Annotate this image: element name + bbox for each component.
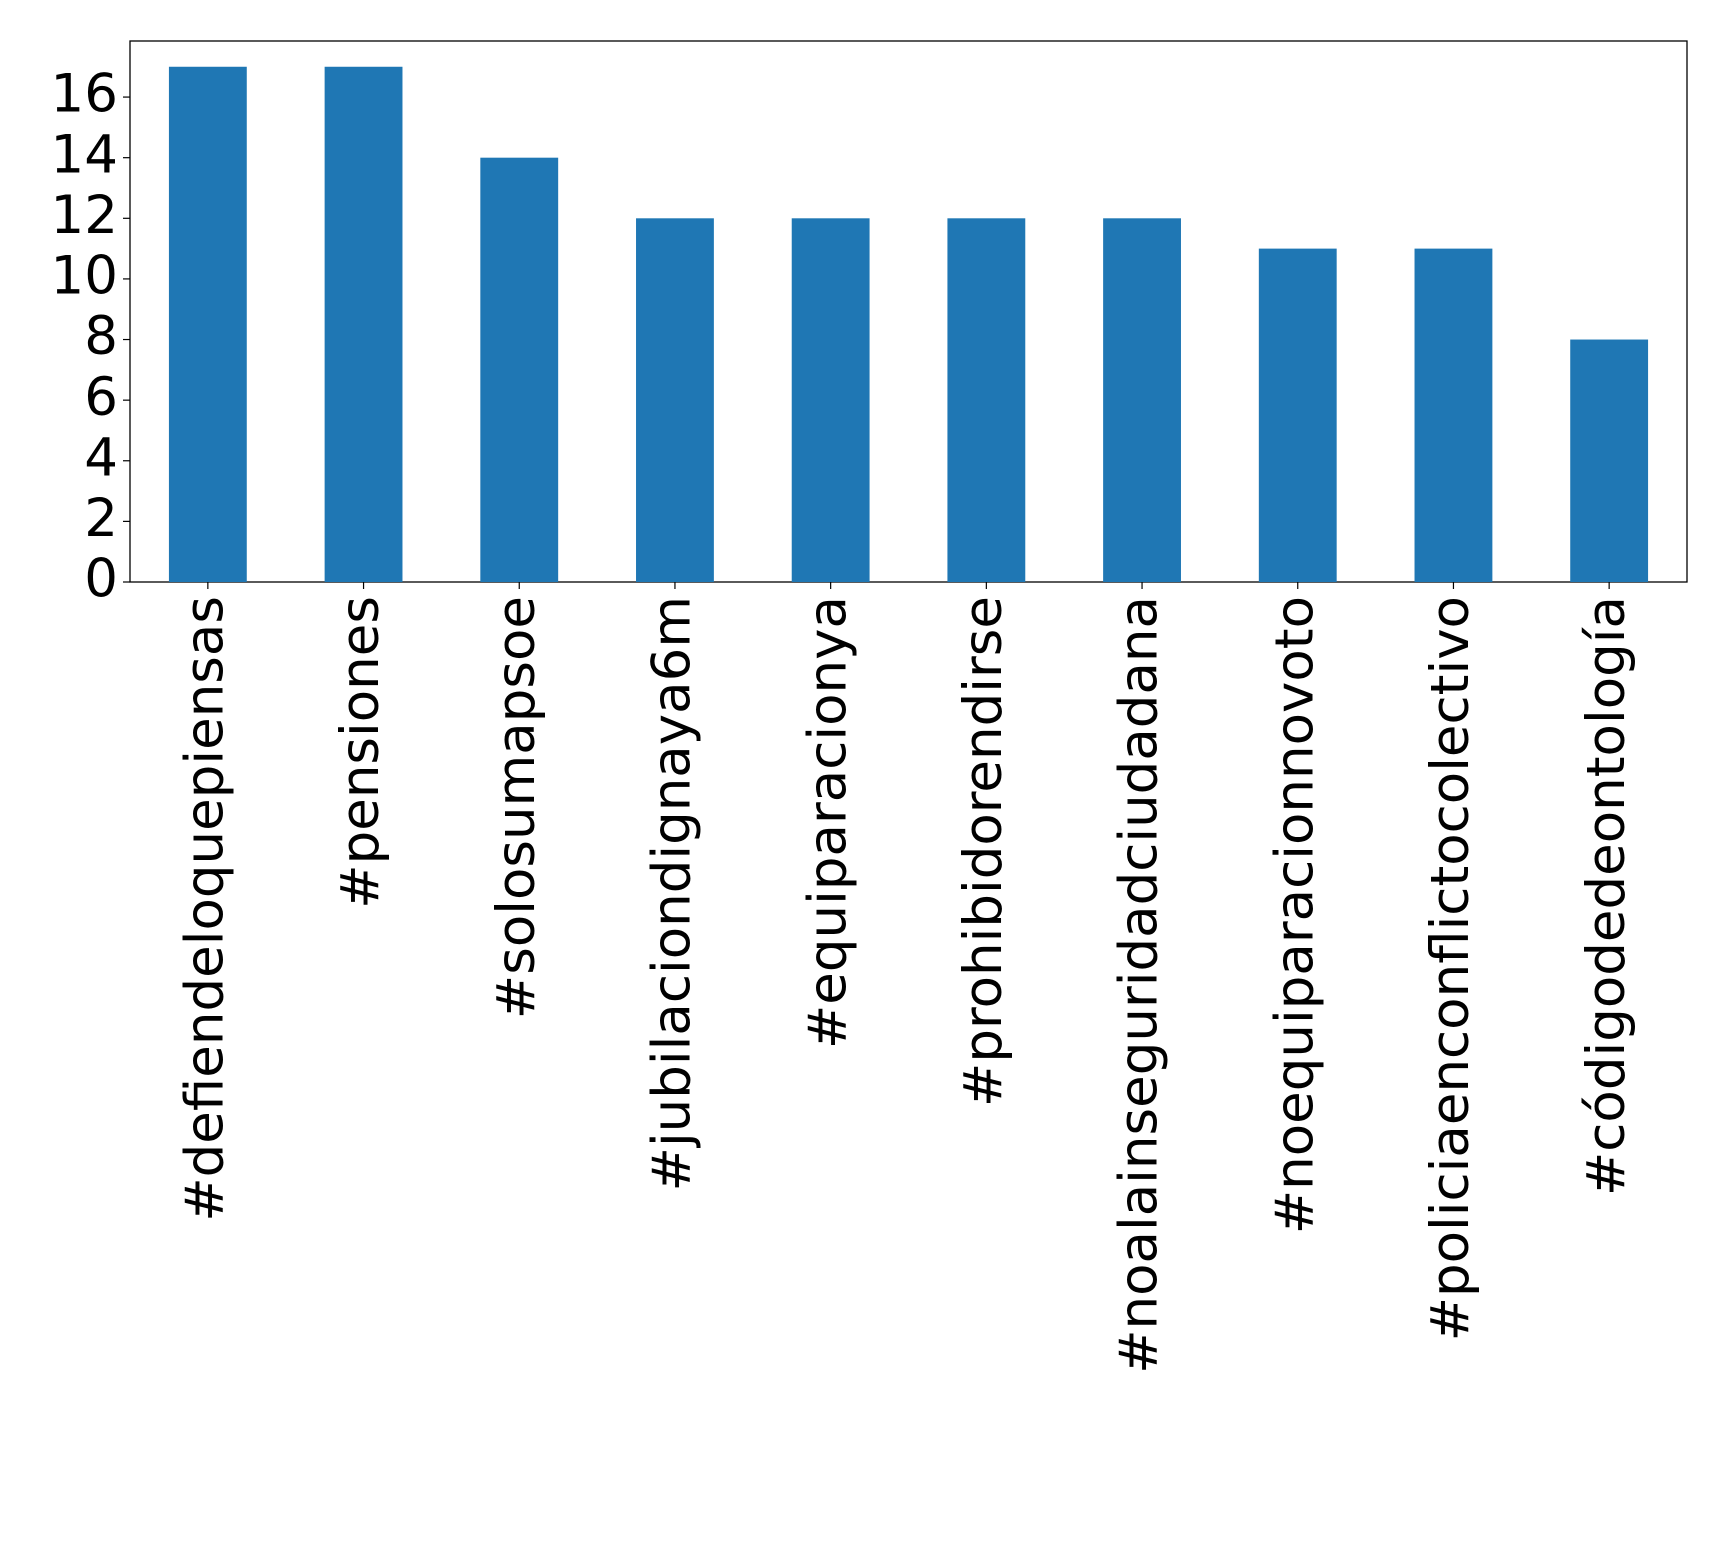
bar — [636, 218, 714, 582]
y-tick-label: 0 — [84, 549, 118, 610]
bar — [1414, 248, 1493, 582]
bar — [791, 218, 870, 582]
y-tick-label: 6 — [84, 367, 118, 428]
y-tick-label: 12 — [51, 185, 118, 246]
x-tick-label: #defiendeloquepiensas — [174, 596, 235, 1222]
x-tick-label: #códigodedeontología — [1576, 596, 1637, 1196]
x-tick-label: #pensiones — [330, 596, 391, 909]
y-tick-label: 4 — [84, 427, 118, 488]
bar — [324, 66, 403, 582]
x-tick-label: #policiaenconflictocolectivo — [1420, 596, 1481, 1341]
bar — [168, 66, 247, 582]
bar — [1103, 218, 1181, 582]
plot-frame — [129, 40, 1688, 583]
y-tick-label: 8 — [84, 306, 118, 367]
y-tick-label: 10 — [51, 246, 118, 307]
x-tick-label: #jubilaciondignaya6m — [642, 596, 703, 1191]
bar — [947, 218, 1026, 582]
y-tick-label: 2 — [84, 488, 118, 549]
y-tick-label: 14 — [51, 124, 118, 185]
x-tick-label: #prohibidorendirse — [953, 596, 1014, 1107]
y-tick-label: 16 — [51, 64, 118, 125]
bar — [480, 157, 559, 582]
x-tick-label: #equiparacionya — [797, 596, 858, 1049]
bar — [1258, 248, 1337, 582]
x-tick-label: #solosumapsoe — [486, 596, 547, 1019]
bar — [1570, 339, 1649, 582]
x-tick-label: #noequiparacionnovoto — [1264, 596, 1325, 1234]
x-tick-label: #noalainseguridadciudadana — [1109, 596, 1170, 1374]
